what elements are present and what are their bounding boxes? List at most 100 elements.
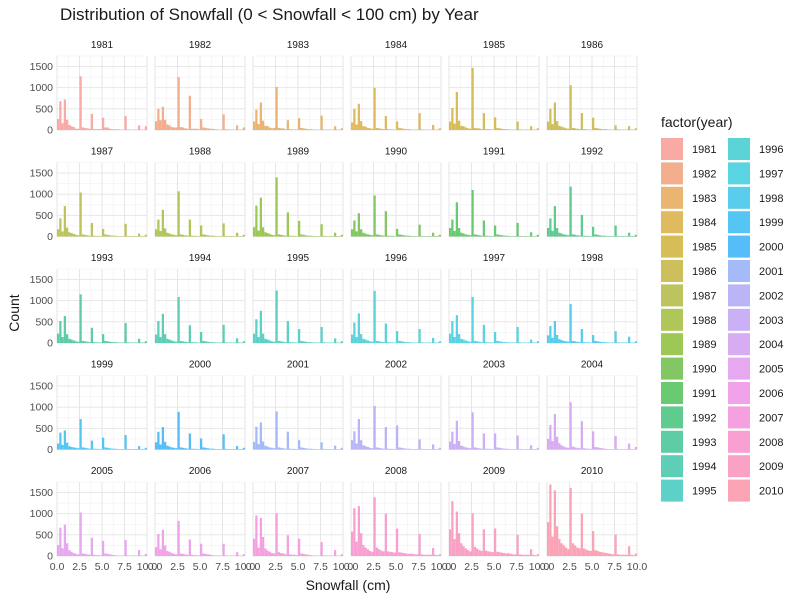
- facet-strip-label: 2008: [385, 466, 408, 477]
- histogram-bar: [68, 232, 71, 237]
- histogram-bar: [496, 340, 499, 343]
- histogram-bar: [95, 555, 98, 556]
- histogram-bar: [509, 553, 512, 556]
- x-tick-label: 7.5: [313, 561, 328, 573]
- histogram-bar: [614, 125, 617, 130]
- histogram-bar: [553, 206, 556, 237]
- histogram-bar: [197, 129, 200, 130]
- histogram-bar: [407, 553, 410, 556]
- histogram-bar: [159, 549, 162, 556]
- histogram-bar: [126, 342, 129, 343]
- histogram-bar: [206, 341, 209, 343]
- histogram-bar: [418, 534, 421, 556]
- facet-strip-label: 2007: [287, 466, 310, 477]
- histogram-bar: [173, 234, 176, 237]
- histogram-bar: [124, 435, 127, 450]
- y-tick-label: 1000: [30, 295, 54, 307]
- histogram-bar: [460, 543, 463, 556]
- histogram-bar: [257, 444, 260, 450]
- histogram-bar: [512, 554, 515, 556]
- histogram-bar: [298, 118, 301, 130]
- histogram-bar: [309, 129, 312, 130]
- legend-key: [661, 357, 683, 380]
- facet-strip-label: 1996: [385, 253, 408, 264]
- legend-item-1998: 1998: [728, 186, 783, 209]
- histogram-bar: [396, 228, 399, 237]
- histogram-bar: [362, 445, 365, 450]
- histogram-bar: [115, 342, 118, 343]
- histogram-bar: [88, 554, 91, 556]
- histogram-bar: [164, 228, 167, 237]
- histogram-bar: [387, 551, 390, 556]
- histogram-bar: [614, 435, 617, 450]
- histogram-bar: [553, 490, 556, 556]
- histogram-bar: [458, 441, 461, 450]
- histogram-bar: [340, 234, 343, 237]
- histogram-bar: [175, 448, 178, 450]
- histogram-bar: [375, 447, 378, 450]
- legend: 1981 1982 1983 1984 1985 1986 1987 1988 1989 1990…: [661, 138, 783, 502]
- histogram-bar: [282, 235, 285, 237]
- histogram-bar: [467, 128, 470, 130]
- facet-strip-label: 1995: [287, 253, 310, 264]
- histogram-bar: [75, 234, 78, 237]
- histogram-bar: [558, 232, 561, 237]
- histogram-bar: [562, 340, 565, 343]
- histogram-bar: [209, 235, 212, 237]
- histogram-bar: [242, 447, 245, 450]
- histogram-bar: [188, 325, 191, 343]
- histogram-bar: [280, 553, 283, 556]
- histogram-bar: [628, 336, 631, 343]
- histogram-bar: [565, 234, 568, 237]
- histogram-bar: [177, 296, 180, 343]
- histogram-bar: [571, 446, 574, 450]
- facet-strip-label: 1992: [581, 147, 604, 158]
- histogram-bar: [518, 342, 521, 343]
- histogram-bar: [322, 448, 325, 450]
- histogram-bar: [547, 522, 550, 556]
- histogram-bar: [351, 531, 354, 556]
- histogram-bar: [494, 433, 497, 450]
- histogram-bar: [193, 128, 196, 130]
- histogram-bar: [362, 232, 365, 237]
- histogram-bar: [382, 551, 385, 556]
- histogram-bar: [498, 447, 501, 450]
- legend-label: 1986: [692, 266, 716, 278]
- histogram-bar: [489, 235, 492, 237]
- histogram-bar: [202, 553, 205, 556]
- chart-title: Distribution of Snowfall (0 < Snowfall <…: [60, 5, 479, 24]
- facet-panel-1987: 1987 0 500 1000 1500: [30, 147, 148, 243]
- histogram-bar: [193, 342, 196, 343]
- histogram-bar: [309, 448, 312, 450]
- histogram-bar: [407, 235, 410, 237]
- histogram-bar: [496, 551, 499, 556]
- histogram-bar: [275, 411, 278, 450]
- facet-panel-2008: 2008 0.0 2.5 5.0 7.5 10.0: [344, 466, 452, 573]
- histogram-bar: [585, 342, 588, 343]
- histogram-bar: [138, 125, 141, 130]
- histogram-bar: [186, 235, 189, 237]
- x-tick-label: 5.0: [95, 561, 110, 573]
- histogram-bar: [460, 338, 463, 343]
- histogram-bar: [280, 234, 283, 237]
- histogram-bar: [86, 235, 89, 237]
- histogram-bar: [102, 228, 105, 237]
- histogram-bar: [480, 129, 483, 130]
- histogram-bar: [480, 342, 483, 343]
- histogram-bar: [334, 126, 337, 130]
- histogram-bar: [425, 554, 428, 556]
- legend-label: 1982: [692, 168, 716, 180]
- histogram-bar: [72, 553, 75, 556]
- histogram-bar: [583, 548, 586, 556]
- histogram-bar: [589, 448, 592, 450]
- histogram-bar: [489, 448, 492, 450]
- histogram-bar: [429, 554, 432, 556]
- histogram-bar: [603, 129, 606, 130]
- histogram-bar: [471, 189, 474, 237]
- histogram-bar: [396, 528, 399, 556]
- histogram-bar: [108, 235, 111, 237]
- histogram-bar: [173, 127, 176, 130]
- histogram-bar: [453, 123, 456, 130]
- histogram-bar: [409, 342, 412, 343]
- histogram-bar: [259, 102, 262, 130]
